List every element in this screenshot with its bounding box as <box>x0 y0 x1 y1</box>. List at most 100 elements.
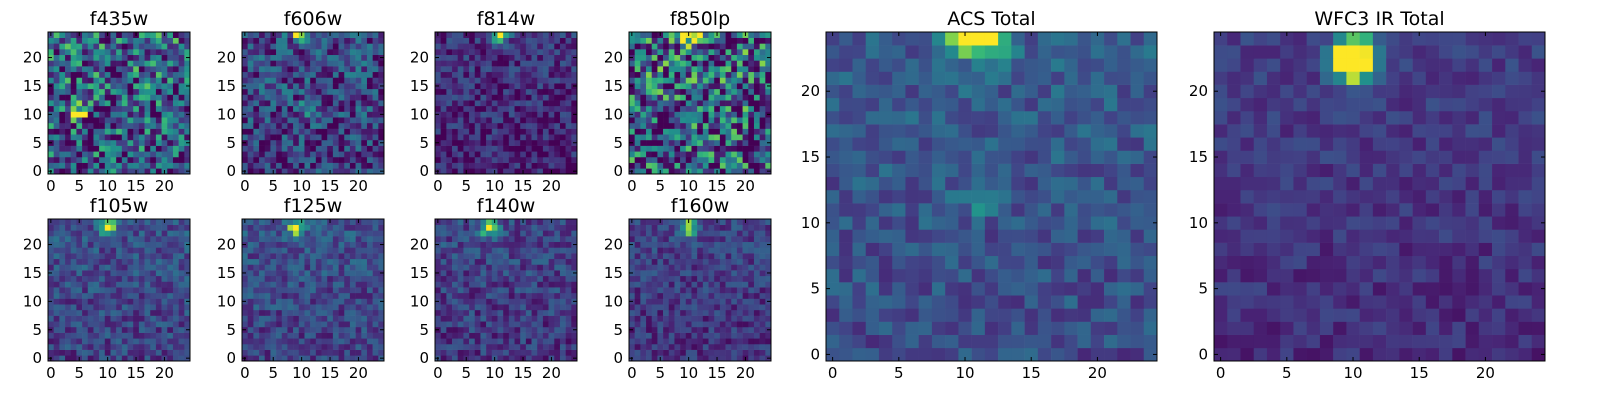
heatmap-cell <box>110 275 117 282</box>
heatmap-cell <box>514 281 521 288</box>
heatmap-cell <box>349 168 356 175</box>
heatmap-cell <box>646 275 653 282</box>
heatmap-cell <box>537 117 544 124</box>
heatmap-cell <box>463 247 470 254</box>
heatmap-cell <box>150 122 157 129</box>
heatmap-cell <box>446 162 453 169</box>
heatmap-cell <box>435 321 441 328</box>
heatmap-cell <box>542 309 549 316</box>
heatmap-cell <box>65 332 72 339</box>
heatmap-cell <box>338 151 345 158</box>
heatmap-cell <box>719 117 726 124</box>
heatmap-cell <box>452 134 459 141</box>
heatmap-cell <box>503 151 510 158</box>
heatmap-cell <box>242 156 248 163</box>
heatmap-cell <box>321 253 328 260</box>
heatmap-cell <box>753 309 760 316</box>
heatmap-cell <box>161 258 168 265</box>
heatmap-cell <box>503 66 510 73</box>
heatmap-cell <box>474 236 481 243</box>
heatmap-cell <box>104 247 111 254</box>
heatmap-cell <box>537 94 544 101</box>
heatmap-cell <box>82 168 89 175</box>
heatmap-cell <box>116 219 123 225</box>
heatmap-cell <box>520 230 527 237</box>
heatmap-cell <box>53 88 60 95</box>
heatmap-cell <box>116 94 123 101</box>
heatmap-cell <box>525 83 532 90</box>
heatmap-cell <box>366 343 373 350</box>
heatmap-cell <box>349 264 356 271</box>
heatmap-cell <box>457 156 464 163</box>
heatmap-cell <box>138 281 145 288</box>
heatmap-cell <box>646 151 653 158</box>
heatmap-cell <box>264 247 271 254</box>
heatmap-cell <box>93 247 100 254</box>
heatmap-cell <box>99 332 106 339</box>
heatmap-cell <box>748 105 755 112</box>
heatmap-cell <box>99 349 106 356</box>
heatmap-cell <box>281 326 288 333</box>
heatmap-cell <box>537 60 544 67</box>
heatmap-cell <box>565 134 572 141</box>
heatmap-cell <box>742 117 749 124</box>
heatmap-cell <box>178 100 185 107</box>
heatmap-cell <box>253 145 260 152</box>
heatmap-cell <box>663 66 670 73</box>
heatmap-cell <box>514 309 521 316</box>
heatmap-cell <box>327 105 334 112</box>
heatmap-cell <box>65 287 72 294</box>
heatmap-cell <box>327 326 334 333</box>
heatmap-cell <box>104 270 111 277</box>
heatmap-cell <box>87 292 94 299</box>
heatmap-cell <box>82 230 89 237</box>
heatmap-cell <box>537 315 544 322</box>
heatmap-cell <box>276 298 283 305</box>
heatmap-cell <box>463 128 470 135</box>
heatmap-cell <box>53 321 60 328</box>
heatmap-cell <box>372 122 379 129</box>
heatmap-cell <box>184 156 191 163</box>
heatmap-cell <box>742 122 749 129</box>
heatmap-cell <box>242 71 248 78</box>
heatmap-cell <box>99 258 106 265</box>
heatmap-cell <box>514 117 521 124</box>
heatmap-cell <box>298 315 305 322</box>
heatmap-cell <box>104 134 111 141</box>
heatmap-cell <box>355 105 362 112</box>
heatmap-cell <box>497 247 504 254</box>
heatmap-cell <box>178 105 185 112</box>
heatmap-cell <box>663 71 670 78</box>
heatmap-cell <box>76 230 83 237</box>
heatmap-cell <box>480 60 487 67</box>
heatmap-cell <box>349 219 356 225</box>
heatmap-cell <box>497 128 504 135</box>
heatmap-cell <box>104 139 111 146</box>
heatmap-cell <box>93 241 100 248</box>
heatmap-cell <box>480 122 487 129</box>
heatmap-cell <box>480 258 487 265</box>
heatmap-cell <box>172 139 179 146</box>
heatmap-cell <box>474 315 481 322</box>
heatmap-cell <box>104 71 111 78</box>
heatmap-cell <box>304 122 311 129</box>
heatmap-cell <box>310 247 317 254</box>
heatmap-cell <box>514 145 521 152</box>
heatmap-cell <box>719 304 726 311</box>
heatmap-cell <box>452 321 459 328</box>
heatmap-cell <box>748 275 755 282</box>
heatmap-cell <box>48 100 54 107</box>
heatmap-cell <box>463 281 470 288</box>
heatmap-cell <box>537 309 544 316</box>
heatmap-cell <box>372 349 379 356</box>
heatmap-cell <box>491 134 498 141</box>
heatmap-cell <box>276 66 283 73</box>
heatmap-cell <box>565 304 572 311</box>
heatmap-cell <box>327 49 334 56</box>
heatmap-cell <box>480 241 487 248</box>
heatmap-cell <box>452 100 459 107</box>
heatmap-cell <box>349 298 356 305</box>
heatmap-cell <box>264 270 271 277</box>
heatmap-cell <box>133 230 140 237</box>
heatmap-cell <box>287 275 294 282</box>
